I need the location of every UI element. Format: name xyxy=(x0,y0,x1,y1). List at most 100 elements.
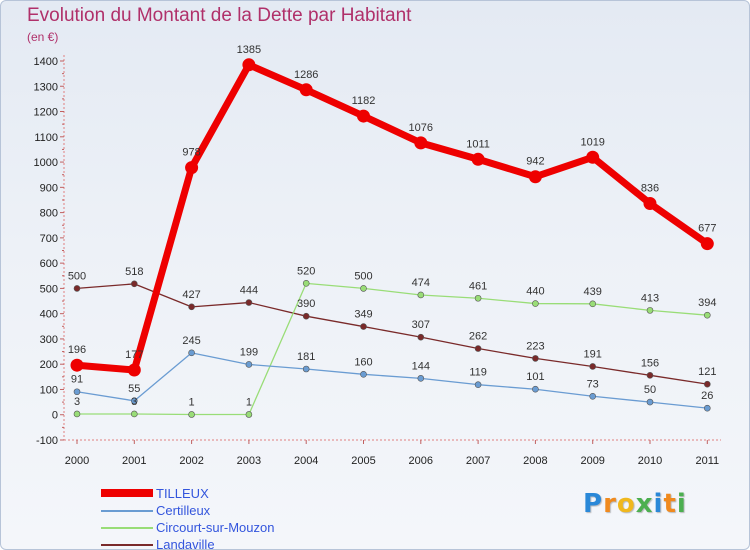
series-point-0 xyxy=(242,58,256,72)
data-label-1: 91 xyxy=(71,374,83,386)
series-point-3 xyxy=(532,355,539,362)
data-label-0: 177 xyxy=(125,349,143,361)
data-label-0: 1011 xyxy=(466,138,490,150)
series-line-3 xyxy=(76,283,708,385)
data-label-2: 1 xyxy=(246,396,252,408)
series-point-2 xyxy=(703,311,711,319)
data-label-0: 836 xyxy=(641,183,659,195)
data-label-2: 394 xyxy=(698,297,716,309)
data-label-3: 307 xyxy=(412,319,430,331)
series-point-3 xyxy=(73,285,81,292)
legend-swatch xyxy=(101,489,153,497)
series-point-2 xyxy=(131,410,138,418)
data-label-2: 1 xyxy=(189,396,195,408)
data-label-2: 520 xyxy=(297,265,315,277)
logo-letter: P xyxy=(583,489,604,519)
data-label-3: 390 xyxy=(297,298,315,310)
data-label-2: 474 xyxy=(412,277,430,289)
legend-swatch xyxy=(101,544,153,546)
data-label-1: 55 xyxy=(128,383,140,395)
series-point-0 xyxy=(700,237,714,251)
y-tick-label: 600 xyxy=(40,258,58,270)
y-tick-label: 400 xyxy=(40,309,58,321)
legend-label: TILLEUX xyxy=(156,486,209,501)
data-label-2: 413 xyxy=(641,292,659,304)
y-tick-label: 1300 xyxy=(34,81,58,93)
series-point-3 xyxy=(360,323,367,330)
series-point-2 xyxy=(474,294,482,302)
series-point-3 xyxy=(131,280,138,288)
data-label-2: 440 xyxy=(526,286,544,298)
x-tick-label: 2006 xyxy=(409,455,433,467)
data-label-2: 439 xyxy=(584,286,602,298)
chart-unit: (en €) xyxy=(27,30,59,44)
x-tick-label: 2001 xyxy=(122,455,146,467)
data-label-2: 461 xyxy=(469,280,487,292)
y-tick-label: 1000 xyxy=(34,157,58,169)
x-tick-label: 2002 xyxy=(179,455,203,467)
data-label-1: 245 xyxy=(182,335,200,347)
data-label-3: 156 xyxy=(641,357,659,369)
y-tick-label: 1100 xyxy=(34,132,58,144)
series-point-1 xyxy=(589,392,597,400)
series-line-0 xyxy=(73,61,711,374)
x-tick-label: 2007 xyxy=(466,455,490,467)
series-point-0 xyxy=(586,150,600,164)
line-chart: -100 0 100 200 300 400 500 600 700 800 900 1000 1100… xyxy=(34,44,721,467)
series-point-0 xyxy=(357,109,370,123)
y-tick-label: 200 xyxy=(40,359,58,371)
series-point-3 xyxy=(646,372,654,379)
data-label-2: 3 xyxy=(131,396,137,408)
series-point-2 xyxy=(589,300,597,308)
logo-letter: i xyxy=(653,489,664,519)
data-label-1: 181 xyxy=(297,351,315,363)
data-label-3: 427 xyxy=(182,289,200,301)
series-point-1 xyxy=(646,398,654,406)
series-point-0 xyxy=(70,358,84,372)
data-label-1: 50 xyxy=(644,384,656,396)
data-label-3: 262 xyxy=(469,331,487,343)
series-line-2 xyxy=(76,282,708,416)
series-point-2 xyxy=(302,280,310,287)
data-label-2: 500 xyxy=(354,270,372,282)
data-label-0: 942 xyxy=(526,156,544,168)
data-label-2: 3 xyxy=(74,396,80,408)
data-label-3: 444 xyxy=(240,285,258,297)
y-tick-label: 800 xyxy=(40,208,58,220)
y-tick-label: 1200 xyxy=(34,107,58,119)
series-point-2 xyxy=(417,291,425,299)
series-point-3 xyxy=(703,380,711,388)
y-tick-label: 900 xyxy=(40,182,58,194)
data-label-1: 160 xyxy=(354,356,372,368)
series-point-3 xyxy=(589,363,597,370)
logo-letter: o xyxy=(616,489,636,519)
logo-letter: i xyxy=(676,489,687,519)
y-tick-label: -100 xyxy=(36,435,58,447)
series-point-2 xyxy=(245,411,253,418)
logo-letter: x xyxy=(635,489,654,519)
series-point-1 xyxy=(417,375,425,382)
data-label-1: 26 xyxy=(701,390,713,402)
data-label-0: 1286 xyxy=(294,69,318,81)
series-point-0 xyxy=(471,152,485,166)
series-point-2 xyxy=(188,411,195,418)
series-point-1 xyxy=(532,385,539,393)
x-tick-label: 2008 xyxy=(523,455,547,467)
y-tick-label: 300 xyxy=(40,334,58,346)
data-label-1: 101 xyxy=(526,371,544,383)
data-label-3: 518 xyxy=(125,266,143,278)
x-tick-label: 2000 xyxy=(65,455,89,467)
legend-swatch xyxy=(101,510,153,512)
series-point-0 xyxy=(643,197,657,211)
series-point-1 xyxy=(302,365,310,373)
proxiti-logo: Proxiti xyxy=(583,489,687,519)
series-point-0 xyxy=(127,363,141,377)
y-tick-label: 500 xyxy=(40,283,58,295)
series-point-2 xyxy=(360,285,367,292)
data-label-3: 500 xyxy=(68,270,86,282)
x-tick-label: 2005 xyxy=(351,455,375,467)
series-point-3 xyxy=(245,299,253,306)
data-label-1: 73 xyxy=(587,378,599,390)
data-label-3: 191 xyxy=(584,348,602,360)
logo-letter: t xyxy=(663,489,677,519)
